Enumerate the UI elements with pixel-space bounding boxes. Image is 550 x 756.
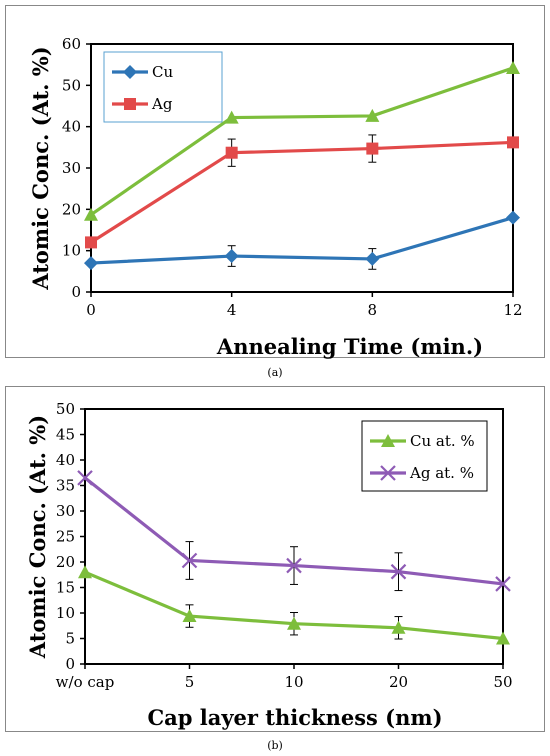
y-tick-label: 60 [62,35,81,53]
y-tick-label: 50 [62,76,81,94]
data-point [84,207,98,221]
y-axis-title: Atomic Conc. (At. %) [28,46,53,290]
y-tick-label: 0 [65,655,75,673]
y-tick-label: 10 [56,604,75,622]
data-point [286,557,302,574]
chart-border [5,5,545,358]
data-point [224,110,239,124]
chart-panel-a: 0 10 20 30 40 50 60 0 4 8 12 Annealing Time (min.) A… [0,0,550,367]
data-point [366,142,379,155]
x-tick-label: 5 [185,673,195,691]
x-axis-title: Annealing Time (min.) [216,334,483,359]
x-tick-label: 0 [86,301,96,319]
caption-a: (a) [267,366,283,379]
y-tick-label: 50 [56,400,75,418]
y-tick-label: 20 [56,553,75,571]
y-tick-label: 0 [71,283,81,301]
legend-label: Ag [151,95,173,113]
y-tick-label: 5 [65,630,75,648]
x-tick-label: 50 [493,673,512,691]
x-tick-label: 8 [368,301,378,319]
y-tick-label: 25 [56,528,75,546]
chart-border [5,386,545,732]
legend-marker [124,98,136,110]
y-tick-label: 30 [62,159,81,177]
y-tick-label: 30 [56,502,75,520]
x-tick-label: 10 [284,673,303,691]
legend-marker [381,434,395,447]
chart-a: 0 10 20 30 40 50 60 0 4 8 12 Annealing Time (min.) A… [5,5,545,359]
legend-marker [123,65,137,79]
data-point [496,631,510,645]
data-point [390,563,407,580]
y-tick-label: 40 [62,118,81,136]
data-point [365,251,380,266]
series-line [90,66,514,217]
caption-b: (b) [267,739,283,752]
y-tick-label: 40 [56,451,75,469]
series-line [90,140,514,244]
chart-b: 0 5 10 15 20 25 30 35 40 45 50 w/o cap 5 10 20 50 Cap la… [5,386,545,732]
y-tick-label: 20 [62,200,81,218]
data-point [77,470,93,486]
y-tick-label: 15 [56,579,75,597]
legend-label: Ag at. % [409,464,474,482]
x-tick-label: 12 [503,301,522,319]
data-point [365,108,380,122]
chart-panel-b: 0 5 10 15 20 25 30 35 40 45 50 w/o cap 5 10 20 50 Cap la… [0,381,550,741]
data-point [391,620,406,634]
y-tick-label: 10 [62,242,81,260]
legend-box [103,51,223,123]
y-tick-label: 45 [56,426,75,444]
y-tick-label: 35 [56,477,75,495]
data-point [495,576,511,592]
data-point [507,136,519,149]
x-tick-label: 20 [389,673,408,691]
data-point [78,565,92,579]
data-point [506,60,520,74]
data-point [182,609,197,623]
x-axis-title: Cap layer thickness (nm) [147,705,442,730]
legend-marker [380,465,396,481]
x-tick-label: w/o cap [56,673,115,691]
data-point [506,210,520,225]
x-tick-label: 4 [227,301,237,319]
data-point [84,256,98,271]
data-point [181,552,198,569]
data-point [225,146,238,159]
y-axis-title: Atomic Conc. (At. %) [25,415,50,659]
legend-label: Cu [152,63,173,81]
series-line [90,216,514,265]
legend-label: Cu at. % [410,432,475,450]
data-point [85,236,97,249]
data-point [224,249,239,264]
data-point [287,616,301,630]
